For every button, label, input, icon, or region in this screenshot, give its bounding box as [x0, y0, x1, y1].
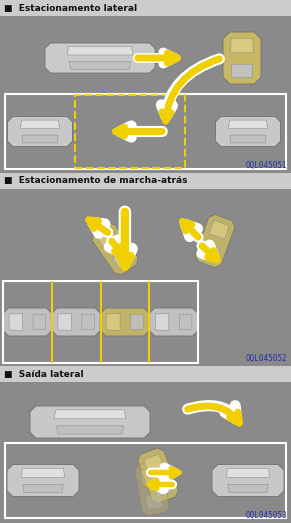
FancyArrowPatch shape — [119, 212, 130, 267]
FancyArrowPatch shape — [182, 221, 198, 237]
Polygon shape — [97, 229, 119, 249]
FancyArrowPatch shape — [154, 480, 172, 490]
Polygon shape — [231, 64, 253, 78]
Text: ■  Estacionamento de marcha-atrás: ■ Estacionamento de marcha-atrás — [4, 176, 187, 186]
Polygon shape — [33, 314, 46, 330]
Text: OQL045051: OQL045051 — [245, 161, 287, 170]
Polygon shape — [141, 468, 159, 485]
Polygon shape — [216, 117, 281, 146]
Polygon shape — [23, 484, 63, 493]
Polygon shape — [22, 468, 65, 477]
Polygon shape — [101, 308, 149, 336]
Polygon shape — [228, 484, 268, 493]
Polygon shape — [9, 314, 23, 331]
Polygon shape — [146, 493, 163, 509]
FancyArrowPatch shape — [188, 405, 237, 419]
Polygon shape — [8, 117, 72, 146]
Polygon shape — [230, 38, 253, 53]
Polygon shape — [92, 223, 138, 275]
Text: ■  Saída lateral: ■ Saída lateral — [4, 370, 84, 379]
Polygon shape — [22, 135, 58, 143]
Bar — [75, 95, 185, 168]
Text: OQL045052: OQL045052 — [245, 354, 287, 363]
Bar — [0, 366, 291, 382]
FancyArrowPatch shape — [149, 481, 172, 488]
Polygon shape — [54, 410, 126, 419]
Bar — [5, 94, 286, 169]
Polygon shape — [144, 454, 164, 473]
Polygon shape — [150, 308, 198, 336]
Text: ■  Estacionamento lateral: ■ Estacionamento lateral — [4, 4, 137, 13]
FancyArrowPatch shape — [188, 406, 239, 423]
FancyArrowPatch shape — [151, 468, 174, 477]
Bar — [148, 281, 150, 363]
Bar — [0, 16, 291, 173]
Polygon shape — [3, 308, 52, 336]
Polygon shape — [67, 47, 133, 55]
Polygon shape — [82, 314, 94, 330]
FancyArrowPatch shape — [89, 220, 108, 232]
Polygon shape — [69, 62, 131, 70]
Polygon shape — [30, 406, 150, 438]
FancyArrowPatch shape — [202, 246, 217, 260]
Bar — [0, 173, 291, 189]
FancyArrowPatch shape — [186, 225, 198, 237]
Polygon shape — [212, 464, 284, 496]
Polygon shape — [155, 314, 169, 331]
FancyArrowPatch shape — [116, 127, 162, 136]
Polygon shape — [230, 135, 266, 143]
Polygon shape — [112, 249, 132, 269]
Bar — [0, 0, 291, 16]
Polygon shape — [179, 314, 192, 330]
Polygon shape — [138, 448, 178, 503]
Polygon shape — [226, 468, 269, 477]
Polygon shape — [131, 314, 143, 330]
Polygon shape — [56, 426, 124, 434]
Polygon shape — [201, 244, 220, 262]
Polygon shape — [20, 120, 59, 129]
Polygon shape — [58, 314, 71, 331]
Bar — [100, 281, 102, 363]
FancyArrowPatch shape — [93, 222, 108, 233]
Bar — [51, 281, 53, 363]
Bar — [3, 281, 198, 363]
FancyArrowPatch shape — [162, 59, 219, 121]
Text: OQL045053: OQL045053 — [245, 511, 287, 520]
Polygon shape — [45, 43, 155, 73]
Bar — [0, 382, 291, 523]
Polygon shape — [153, 479, 172, 497]
Polygon shape — [195, 214, 235, 268]
Polygon shape — [223, 32, 261, 84]
Polygon shape — [7, 464, 79, 496]
FancyArrowPatch shape — [109, 240, 120, 252]
Polygon shape — [228, 120, 267, 129]
Polygon shape — [209, 220, 229, 239]
Polygon shape — [134, 461, 169, 516]
FancyArrowPatch shape — [118, 212, 132, 262]
FancyArrowPatch shape — [112, 241, 123, 256]
FancyArrowPatch shape — [161, 59, 219, 116]
FancyArrowPatch shape — [120, 126, 162, 137]
FancyArrowPatch shape — [202, 245, 214, 257]
Polygon shape — [107, 314, 120, 331]
Bar — [0, 189, 291, 366]
FancyArrowPatch shape — [151, 469, 179, 476]
Bar — [5, 443, 286, 518]
Polygon shape — [52, 308, 100, 336]
